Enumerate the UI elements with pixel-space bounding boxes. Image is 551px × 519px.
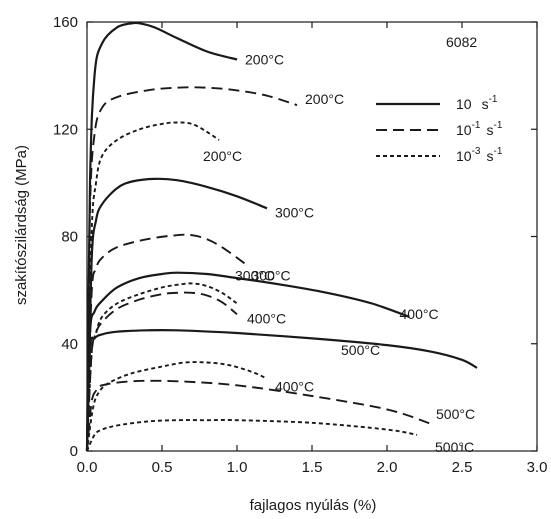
series-line-dotted [86, 419, 418, 452]
series-line-dotted [86, 282, 238, 452]
curve-label: 400°C [247, 310, 286, 326]
data-series [85, 21, 478, 452]
x-tick-label: 0.0 [77, 459, 98, 476]
series-line-dotted [86, 121, 220, 452]
x-tick-label: 3.0 [527, 459, 548, 476]
y-tick-label: 40 [61, 336, 78, 353]
legend-label: 10 s-1 [456, 94, 498, 112]
x-tick-label: 2.0 [377, 459, 398, 476]
curve-label: 300°C [252, 267, 291, 283]
y-tick-label: 120 [53, 121, 78, 138]
y-tick-label: 0 [70, 443, 78, 460]
curve-labels: 200°C200°C200°C300°C300°C300°C400°C400°C… [203, 52, 475, 455]
legend: 10 s-1 10-1 s-1 10-3 s-1 [376, 94, 503, 164]
y-axis-title: szakítószilárdság (MPa) [13, 145, 30, 305]
ticks: 0.0 0.5 1.0 1.5 2.0 2.5 3.0 0 40 80 120 160 [53, 14, 547, 476]
x-tick-label: 0.5 [152, 459, 173, 476]
curve-label: 500°C [435, 439, 474, 455]
series-line-dashed [86, 291, 238, 452]
curve-label: 400°C [275, 379, 314, 395]
series-line-dashed [86, 86, 298, 452]
series-line-dotted [86, 361, 268, 452]
x-tick-label: 2.5 [452, 459, 473, 476]
alloy-annotation: 6082 [446, 34, 477, 50]
series-line-dashed [86, 233, 246, 452]
series-line-solid [85, 271, 410, 452]
legend-label: 10-3 s-1 [456, 146, 503, 164]
curve-label: 200°C [203, 148, 242, 164]
series-line-solid [85, 21, 238, 452]
curve-label: 500°C [341, 342, 380, 358]
x-axis-title: fajlagos nyúlás (%) [250, 497, 377, 514]
curve-label: 300°C [235, 268, 274, 284]
x-tick-label: 1.5 [302, 459, 323, 476]
series-line-solid [85, 328, 478, 452]
series-line-solid [85, 177, 268, 452]
y-tick-label: 80 [61, 229, 78, 246]
legend-label: 10-1 s-1 [456, 120, 503, 138]
curve-label: 200°C [305, 91, 344, 107]
curve-label: 500°C [436, 406, 475, 422]
curve-label: 200°C [245, 52, 284, 68]
x-tick-label: 1.0 [227, 459, 248, 476]
series-line-dashed [86, 379, 433, 452]
curve-label: 400°C [400, 306, 439, 322]
y-tick-label: 160 [53, 14, 78, 31]
curve-label: 300°C [275, 204, 314, 220]
